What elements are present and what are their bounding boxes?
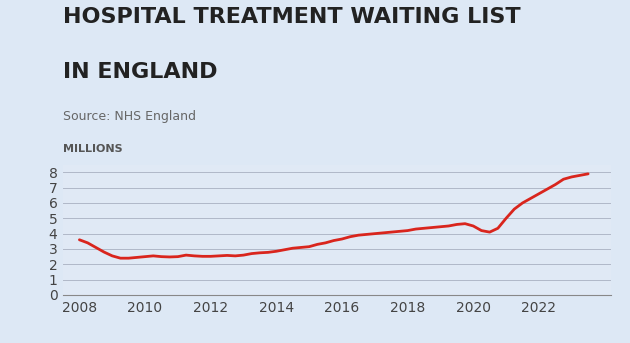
Text: MILLIONS: MILLIONS — [63, 144, 123, 154]
Text: IN ENGLAND: IN ENGLAND — [63, 62, 217, 82]
Text: Source: NHS England: Source: NHS England — [63, 110, 196, 123]
Text: HOSPITAL TREATMENT WAITING LIST: HOSPITAL TREATMENT WAITING LIST — [63, 7, 520, 27]
